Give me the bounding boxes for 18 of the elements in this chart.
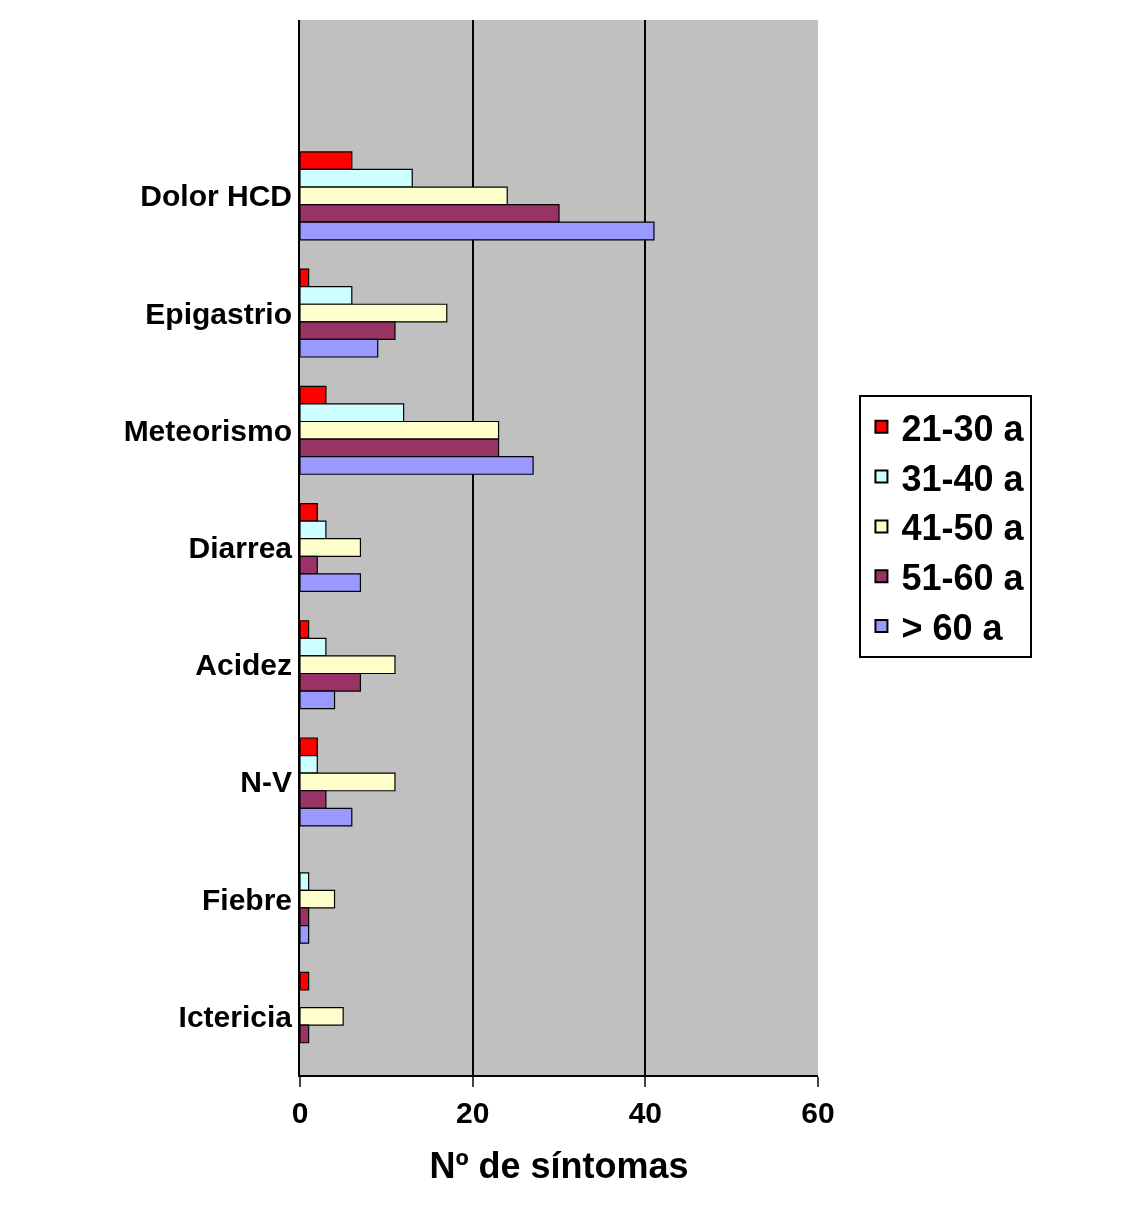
x-tick-label: 60 — [801, 1096, 835, 1129]
x-tick-label: 20 — [455, 1096, 490, 1129]
y-tick-label: Dolor HCD — [140, 179, 292, 213]
legend-label: 51-60 a — [901, 557, 1025, 599]
y-tick-label: N-V — [240, 765, 292, 799]
y-tick-label: Fiebre — [201, 882, 292, 916]
y-tick-label: Ictericia — [178, 999, 293, 1033]
y-tick-label: Meteorismo — [123, 413, 292, 447]
y-tick-label: Diarrea — [188, 531, 293, 564]
x-axis-title: Nº de síntomas — [429, 1145, 689, 1187]
legend-label: 31-40 a — [901, 457, 1025, 499]
legend-label: 41-50 a — [901, 507, 1025, 549]
y-tick-label: Epigastrio — [145, 296, 292, 330]
legend-label: 21-30 a — [901, 407, 1025, 449]
x-tick-label: 0 — [291, 1096, 309, 1129]
x-tick-label: 40 — [628, 1096, 663, 1129]
legend-label: > 60 a — [901, 607, 1004, 649]
y-tick-label: Acidez — [195, 648, 292, 682]
